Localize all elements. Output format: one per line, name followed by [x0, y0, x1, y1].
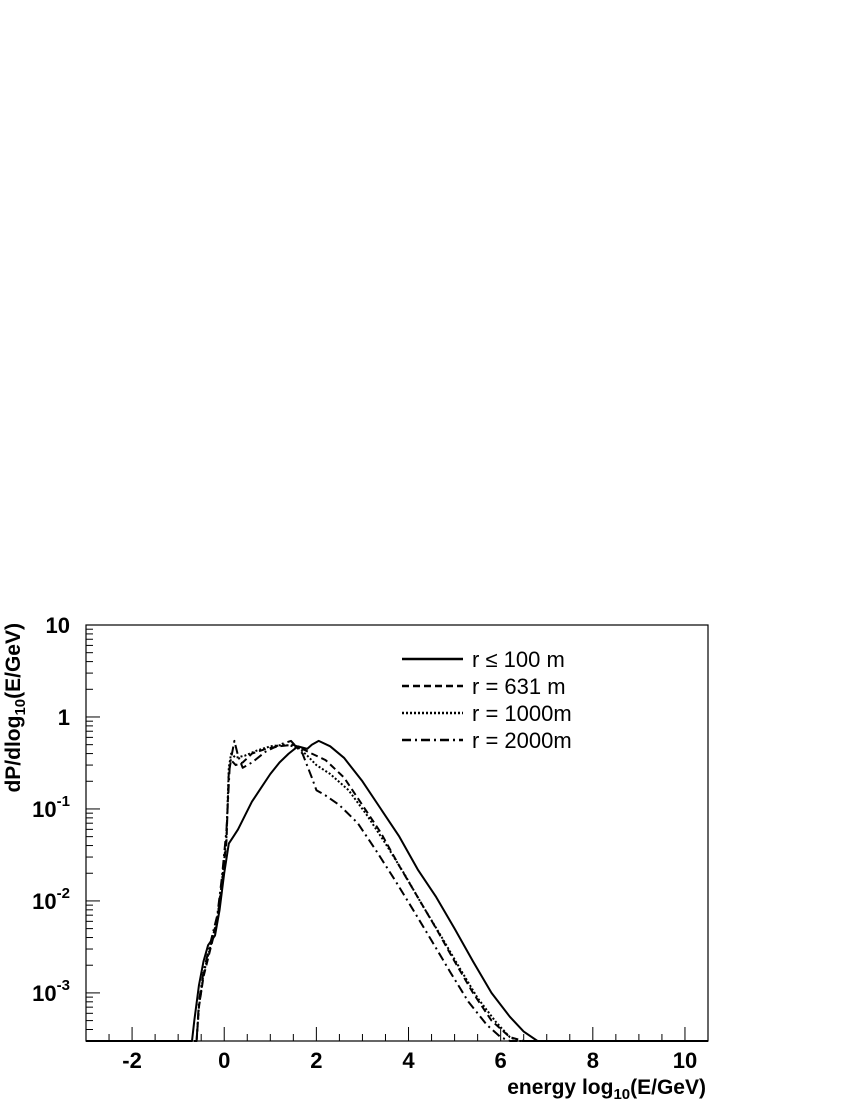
y-axis-label: dP/dlog10(E/GeV) [2, 623, 29, 793]
x-tick-label: 6 [495, 1048, 507, 1073]
y-tick-label-exp: -3 [57, 977, 70, 994]
series-line-2 [86, 743, 708, 1042]
y-tick-label: 10-1 [32, 793, 70, 822]
y-tick-label: 10-2 [32, 885, 70, 914]
x-tick-label: 2 [310, 1048, 322, 1073]
legend-label: r ≤ 100 m [472, 647, 565, 672]
y-axis-label-main: dP/dlog [2, 716, 25, 793]
x-tick-labels: -2 0 2 4 6 8 10 [122, 1048, 697, 1073]
legend-label: r = 631 m [472, 674, 566, 699]
y-tick-label-base: 10 [32, 981, 56, 1006]
y-tick-label-exp: -2 [57, 885, 70, 902]
series-lines [86, 739, 708, 1042]
legend-label: r = 1000m [472, 701, 572, 726]
x-tick-label: 4 [402, 1048, 415, 1073]
y-tick-label: 1 [58, 705, 70, 730]
x-axis-label-tail: (E/GeV) [630, 1076, 706, 1099]
x-minor-ticks [85, 1027, 709, 1041]
x-tick-label: 8 [587, 1048, 599, 1073]
x-axis-label-main: energy log [507, 1076, 613, 1099]
x-axis-label: energy log10(E/GeV) [507, 1076, 706, 1100]
x-axis-label-sub: 10 [613, 1086, 630, 1100]
y-minor-ticks [86, 624, 100, 1042]
y-axis-label-sub: 10 [12, 699, 29, 716]
series-line-3 [86, 743, 708, 1042]
y-tick-label: 10 [46, 613, 70, 638]
y-tick-label-base: 10 [32, 889, 56, 914]
x-tick-label: 0 [218, 1048, 230, 1073]
x-tick-label: -2 [122, 1048, 142, 1073]
legend-label: r = 2000m [472, 728, 572, 753]
y-axis-label-tail: (E/GeV) [2, 623, 25, 699]
series-line-4 [86, 739, 708, 1042]
y-tick-label-exp: -1 [57, 793, 70, 810]
plot-frame [85, 624, 709, 1042]
y-tick-label: 10-3 [32, 977, 70, 1006]
series-line-1 [86, 739, 708, 1042]
x-tick-label: 10 [673, 1048, 697, 1073]
y-tick-label-base: 10 [32, 797, 56, 822]
